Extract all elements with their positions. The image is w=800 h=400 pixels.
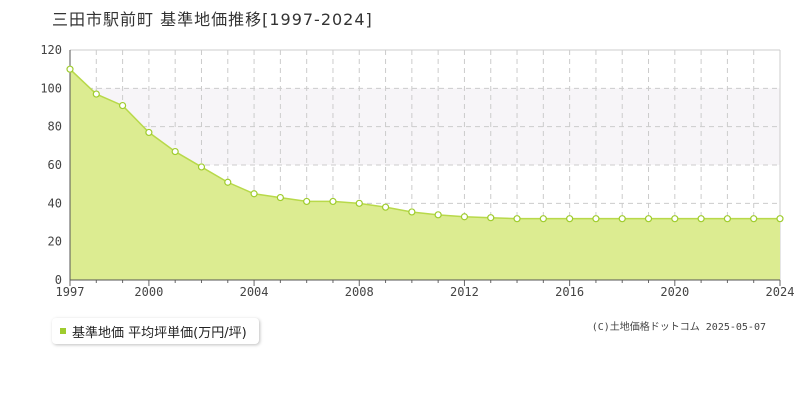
x-tick-label: 2008 [345, 285, 374, 299]
chart-title: 三田市駅前町 基準地価推移[1997-2024] [52, 10, 373, 29]
y-tick-label: 100 [40, 81, 62, 95]
data-point [381, 203, 390, 211]
data-point [66, 65, 74, 73]
y-tick-label: 40 [48, 196, 62, 210]
area-fill [70, 69, 780, 281]
x-tick-label: 2012 [450, 285, 479, 299]
data-point [197, 163, 206, 171]
x-tick-label: 2020 [660, 285, 689, 299]
data-point [434, 211, 442, 219]
data-point [329, 197, 337, 206]
data-point [539, 215, 547, 223]
series-line [69, 68, 780, 220]
data-point [171, 147, 179, 156]
x-tick-label: 2004 [240, 285, 269, 299]
data-point [276, 193, 284, 202]
data-point [644, 215, 653, 223]
y-tick-label: 60 [48, 158, 62, 172]
x-tick-label: 2024 [766, 285, 795, 299]
data-point [671, 215, 679, 223]
data-point [566, 215, 574, 223]
data-point [355, 199, 363, 207]
y-tick-label: 0 [55, 273, 62, 287]
x-tick-label: 2016 [555, 285, 584, 299]
data-point [592, 215, 600, 223]
legend-label: 基準地価 平均坪単価(万円/坪) [72, 325, 247, 341]
data-point [224, 178, 232, 186]
data-point [92, 90, 100, 98]
data-point [618, 215, 626, 223]
data-points [66, 65, 784, 223]
data-area [69, 68, 780, 281]
legend-swatch [60, 328, 66, 334]
data-point [118, 101, 127, 110]
tick-labels: 0 20 40 60 80 100 120 1997 2000 2004 2008 2012 2016 2… [40, 43, 794, 299]
data-point [145, 128, 153, 137]
x-tick-label: 1997 [56, 285, 85, 299]
data-point [697, 215, 705, 223]
data-point [460, 213, 469, 221]
data-point [723, 215, 732, 223]
data-point [250, 190, 258, 198]
y-tick-label: 80 [48, 120, 62, 134]
y-tick-label: 20 [48, 235, 62, 249]
data-point [750, 215, 758, 223]
y-tick-label: 120 [40, 43, 62, 57]
data-point [487, 214, 495, 222]
data-point [776, 215, 784, 223]
x-tick-label: 2000 [134, 285, 163, 299]
data-point [303, 197, 311, 206]
axes [69, 50, 781, 286]
legend: 基準地価 平均坪単価(万円/坪) [52, 318, 259, 344]
data-point [513, 215, 521, 223]
data-point [408, 208, 416, 216]
copyright-text: (C)土地価格ドットコム 2025-05-07 [591, 322, 766, 333]
